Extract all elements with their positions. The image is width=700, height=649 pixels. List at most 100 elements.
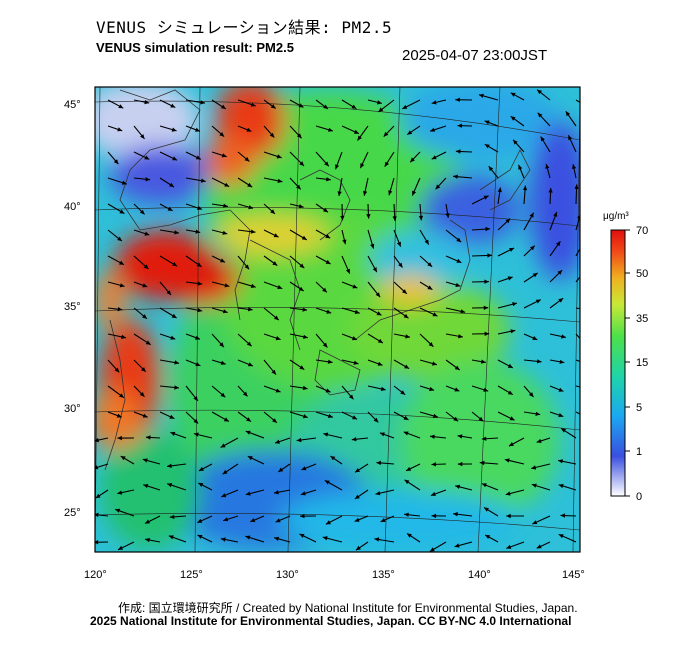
wind-arrow-head <box>272 261 278 266</box>
wind-arrow-head <box>95 437 99 443</box>
wind-arrow-head <box>528 392 534 397</box>
wind-arrow-head <box>586 308 591 312</box>
wind-arrow-head <box>531 465 537 470</box>
wind-arrow-head <box>144 155 150 160</box>
wind-arrow-head <box>278 467 284 472</box>
wind-arrow-head <box>117 127 123 132</box>
wind-arrow-head <box>374 537 380 542</box>
wind-arrow-head <box>145 177 151 182</box>
wind-arrow-head <box>376 311 382 316</box>
wind-arrow-head <box>507 363 513 368</box>
wind-arrow <box>575 99 580 104</box>
wind-arrow-head <box>250 102 256 107</box>
wind-arrow-head <box>375 292 381 298</box>
wind-arrow-head <box>557 270 563 275</box>
wind-arrow-head <box>327 359 333 364</box>
colorbar-tick-1: 1 <box>636 446 642 458</box>
wind-arrow-head <box>535 299 541 304</box>
wind-arrow-head <box>116 413 122 418</box>
wind-arrow-head <box>145 537 150 543</box>
wind-arrow-head <box>300 514 305 519</box>
wind-arrow-head <box>324 480 330 485</box>
wind-arrow-head <box>458 334 463 339</box>
wind-arrow-head <box>113 159 119 165</box>
lon-label-135: 135° <box>372 569 395 581</box>
wind-arrow-head <box>407 130 413 135</box>
wind-arrow-head <box>323 104 328 109</box>
wind-arrow-head <box>571 164 577 169</box>
wind-arrow-head <box>117 490 123 495</box>
wind-arrow-head <box>143 484 149 489</box>
wind-arrow-head <box>348 394 354 400</box>
wind-arrow-head <box>479 460 485 466</box>
wind-arrow-head <box>558 459 563 464</box>
wind-arrow-head <box>144 231 150 236</box>
lat-label-45: 45° <box>64 99 81 111</box>
wind-arrow-head <box>326 309 332 314</box>
wind-arrow-head <box>325 520 331 525</box>
wind-arrow-head <box>117 236 122 242</box>
wind-arrow-head <box>392 216 397 221</box>
wind-arrow-head <box>581 269 586 274</box>
wind-arrow-head <box>335 164 340 170</box>
wind-arrow-head <box>142 314 147 319</box>
wind-arrow-head <box>301 235 307 240</box>
wind-arrow-head <box>355 545 361 551</box>
wind-arrow-head <box>375 491 381 496</box>
wind-arrow-head <box>250 229 256 234</box>
wind-arrow-head <box>219 342 224 348</box>
wind-arrow-head <box>398 262 403 268</box>
wind-arrow-head <box>301 466 307 471</box>
wind-arrow-head <box>445 213 450 218</box>
wind-arrow-head <box>353 360 359 365</box>
wind-arrow-head <box>537 89 542 95</box>
wind-arrow-head <box>220 443 226 448</box>
wind-arrow-head <box>115 508 121 513</box>
wind-arrow-head <box>242 391 248 397</box>
wind-arrow-head <box>558 387 564 392</box>
wind-arrow-head <box>197 281 203 286</box>
wind-arrow-head <box>270 209 275 214</box>
wind-arrow-head <box>484 279 489 284</box>
wind-arrow-head <box>275 388 281 393</box>
wind-arrow-head <box>296 133 302 139</box>
wind-arrow-head <box>429 547 435 552</box>
wind-arrow-head <box>223 417 229 422</box>
wind-arrow-head <box>246 341 252 347</box>
wind-arrow-head <box>512 302 517 307</box>
wind-arrow-head <box>529 212 534 218</box>
wind-arrow-head <box>166 290 171 295</box>
wind-arrow-head <box>195 155 201 160</box>
wind-arrow-head <box>195 127 200 132</box>
wind-arrow-head <box>117 307 123 312</box>
wind-arrow-head <box>250 283 256 288</box>
wind-arrow-head <box>248 205 254 210</box>
wind-arrow-head <box>121 180 127 185</box>
wind-arrow-head <box>380 386 386 391</box>
wind-arrow-head <box>484 120 490 125</box>
wind-arrow-head <box>325 234 331 239</box>
wind-arrow-head <box>195 335 200 340</box>
wind-arrow-head <box>483 305 489 310</box>
wind-arrow-head <box>323 207 328 213</box>
wind-arrow-head <box>223 203 228 208</box>
wind-arrow-head <box>275 439 280 444</box>
wind-arrow-head <box>586 386 591 390</box>
wind-arrow-head <box>478 416 484 422</box>
wind-arrow <box>575 385 580 388</box>
wind-arrow-head <box>300 491 306 496</box>
wind-arrow-head <box>379 432 385 437</box>
wind-arrow-head <box>352 415 358 420</box>
wind-arrow-head <box>272 418 277 423</box>
wind-arrow-head <box>299 365 305 370</box>
wind-arrow-head <box>118 545 123 550</box>
wind-arrow-head <box>142 458 148 463</box>
longitude-labels: 120° 125° 130° 135° 140° 145° <box>84 569 585 581</box>
wind-arrow-head <box>323 432 329 437</box>
wind-arrow-head <box>455 97 460 102</box>
wind-arrow-head <box>170 335 176 340</box>
wind-arrow-head <box>246 127 252 132</box>
wind-arrow-head <box>508 442 514 447</box>
wind-arrow-head <box>454 543 460 548</box>
wind-arrow-head <box>277 285 283 290</box>
